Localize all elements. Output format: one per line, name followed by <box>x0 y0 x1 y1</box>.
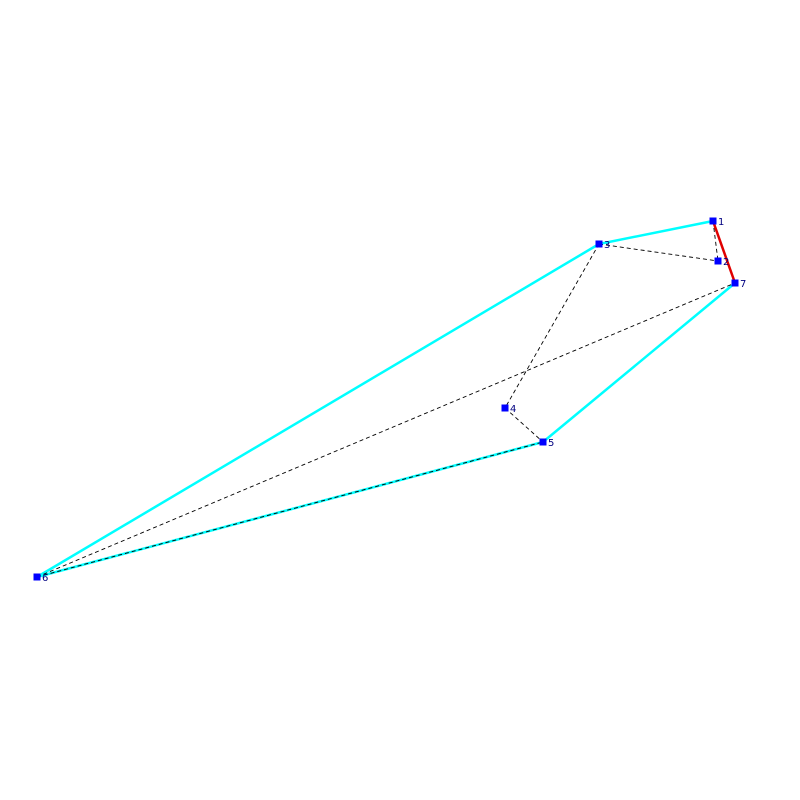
dashed-edge-6-5 <box>36 441 544 578</box>
vertex-label-4: 4 <box>510 404 516 415</box>
vertex-marker-1 <box>709 217 717 225</box>
vertex-marker-3 <box>595 240 603 248</box>
vertex-label-6: 6 <box>42 573 48 584</box>
dashed-edge-3-2 <box>598 243 719 262</box>
vertex-label-2: 2 <box>723 257 729 268</box>
vertex-label-7: 7 <box>740 279 746 290</box>
hull-edge-3-1 <box>597 219 715 246</box>
vertex-marker-7 <box>731 279 739 287</box>
hull-edge-6-3 <box>35 242 601 579</box>
vertex-marker-2 <box>714 257 722 265</box>
vertex-label-3: 3 <box>604 240 610 251</box>
hull-edge-7-5 <box>541 281 737 444</box>
vertex-labels: 1 2 3 4 5 6 7 <box>42 217 746 584</box>
vertex-marker-6 <box>33 573 41 581</box>
vertex-marker-5 <box>539 438 547 446</box>
dashed-edges <box>36 220 736 578</box>
vertex-label-5: 5 <box>548 438 554 449</box>
dashed-edge-4-5 <box>504 407 544 443</box>
highlight-edges <box>711 219 737 285</box>
dashed-edge-3-4 <box>504 243 600 409</box>
vertex-label-1: 1 <box>718 217 724 228</box>
vertex-markers <box>33 217 739 581</box>
highlight-edge-1-7 <box>711 219 737 285</box>
dashed-edge-6-7 <box>36 282 736 578</box>
vertex-marker-4 <box>501 404 509 412</box>
